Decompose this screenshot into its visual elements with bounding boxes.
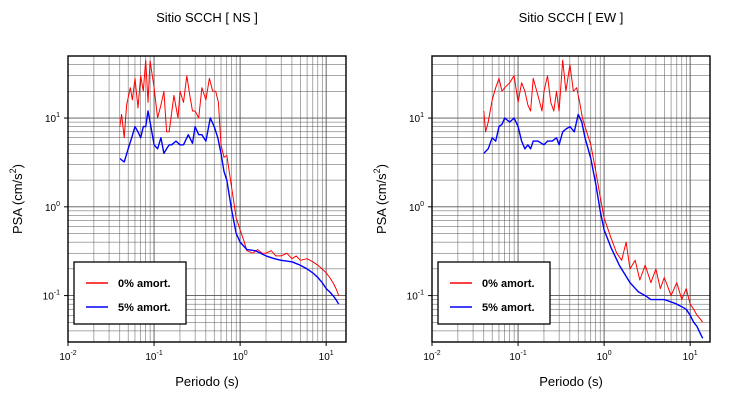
y-tick-label: 100 (45, 201, 60, 214)
x-tick-label: 10-1 (509, 350, 526, 363)
chart-2: Sitio SCCH [ EW ] 10-2 10-1 100 101 10-1 100 10… (372, 10, 711, 389)
y-tick-label: 100 (409, 201, 424, 214)
x-tick-label: 10-2 (423, 350, 440, 363)
x-tick-label: 100 (597, 350, 612, 363)
chart-1: Sitio SCCH [ NS ] 10-2 10-1 100 101 10-1 100 10… (8, 10, 347, 389)
y-tick-label: 101 (45, 112, 60, 125)
y-tick-label: 10-1 (407, 290, 424, 303)
series-line-undamped (119, 59, 340, 296)
legend: 0% amort. 5% amort. (73, 261, 187, 325)
grid (67, 55, 346, 343)
legend-label: 5% amort. (118, 302, 171, 314)
y-axis-label: PSA (cm/s2) (8, 164, 25, 234)
legend-label: 5% amort. (482, 302, 535, 314)
x-tick-label: 100 (233, 350, 248, 363)
legend: 0% amort. 5% amort. (437, 261, 551, 325)
x-tick-label: 10-1 (145, 350, 162, 363)
chart-title: Sitio SCCH [ NS ] (156, 10, 258, 25)
legend-label: 0% amort. (482, 278, 535, 290)
x-tick-label: 101 (319, 350, 334, 363)
plot-frame (67, 55, 347, 343)
series-line-damped (119, 110, 340, 305)
x-tick-label: 10-2 (59, 350, 76, 363)
y-tick-label: 10-1 (43, 290, 60, 303)
x-axis-label: Periodo (s) (175, 374, 239, 389)
y-axis-label: PSA (cm/s2) (372, 164, 389, 234)
x-axis-label: Periodo (s) (539, 374, 603, 389)
legend-box (437, 261, 551, 325)
x-tick-label: 101 (683, 350, 698, 363)
chart-title: Sitio SCCH [ EW ] (519, 10, 624, 25)
series-line-undamped (483, 59, 704, 323)
legend-label: 0% amort. (118, 278, 171, 290)
plot-frame (431, 55, 711, 343)
y-tick-label: 101 (409, 112, 424, 125)
legend-box (73, 261, 187, 325)
series-line-damped (483, 113, 704, 339)
